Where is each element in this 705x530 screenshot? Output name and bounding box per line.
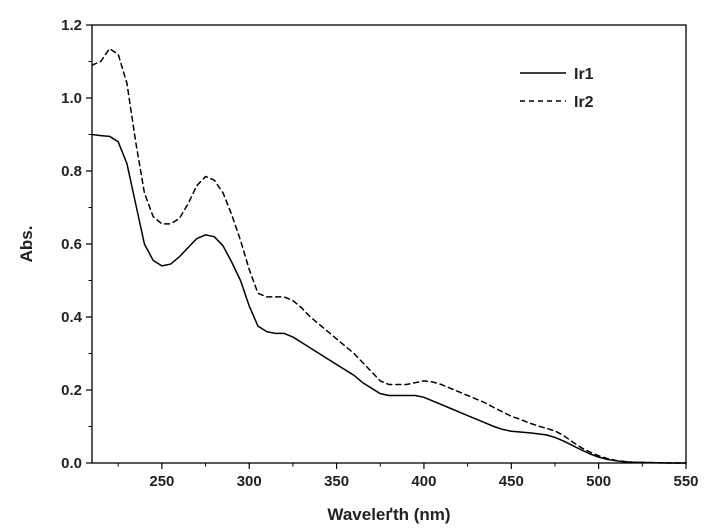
x-tick-label: 300 [237,473,262,490]
x-tick-label: 550 [673,473,698,490]
x-tick-label: 500 [586,473,611,490]
x-tick-label: 350 [324,473,349,490]
y-tick-label: 0.2 [61,382,82,399]
y-tick-label: 0.4 [61,309,83,326]
x-tick-label: 450 [499,473,524,490]
y-tick-label: 0.0 [61,455,82,472]
legend: Ir1 Ir2 [520,66,594,111]
plot-frame [91,24,687,464]
y-tick-label: 0.6 [61,236,82,253]
legend-label-ir1: Ir1 [574,66,594,83]
y-tick-label: 1.2 [61,17,82,34]
x-axis-ticks: 250 300 350 400 450 500 550 [117,463,699,490]
x-axis-title: Waveleґth (nm) [327,505,450,524]
series-line-ir2 [91,47,687,464]
legend-label-ir2: Ir2 [574,94,594,111]
series-layer [91,47,687,464]
y-axis-title: Abs. [17,226,36,263]
y-axis-ticks: 0.0 0.2 0.4 0.6 0.8 1.0 1.2 [61,17,92,472]
y-tick-label: 1.0 [61,90,82,107]
x-tick-label: 400 [411,473,436,490]
x-tick-label: 250 [149,473,174,490]
series-line-ir1 [91,133,687,464]
y-tick-label: 0.8 [61,163,82,180]
